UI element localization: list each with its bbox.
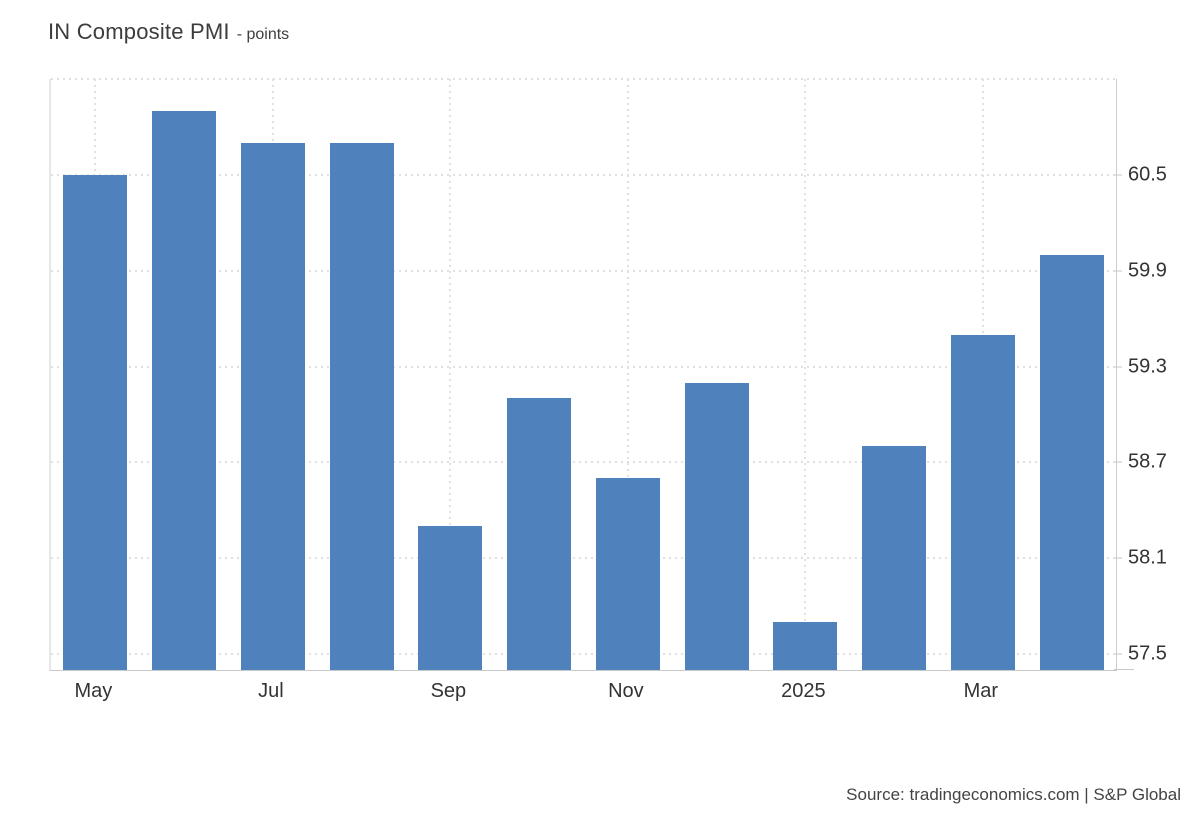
x-axis: May Jul Sep Nov 2025 Mar: [49, 676, 1114, 708]
h-gridline-59.3: [51, 365, 1116, 368]
bar-may: [63, 174, 128, 670]
bar-feb: [862, 446, 927, 670]
y-tick-label: 58.1: [1128, 546, 1167, 569]
h-gridline-59.9: [51, 269, 1116, 272]
y-tick-mark: [1114, 174, 1122, 176]
y-tick-57.5: 57.5: [1114, 643, 1167, 666]
y-tick-label: 57.5: [1128, 642, 1167, 665]
x-tick-label-nov: Nov: [608, 680, 644, 702]
y-tick-58.1: 58.1: [1114, 547, 1167, 570]
y-tick-mark: [1114, 461, 1122, 463]
y-tick-58.7: 58.7: [1114, 451, 1167, 474]
v-gridline-2025: [804, 79, 807, 670]
bar-jun: [152, 110, 217, 670]
x-tick-label-sep: Sep: [430, 680, 467, 702]
y-tick-label: 60.5: [1128, 163, 1167, 186]
x-tick-label-mar: Mar: [963, 680, 999, 702]
h-gridline-58.7: [51, 461, 1116, 464]
bar-jul: [240, 142, 305, 670]
h-gridline-57.5: [51, 653, 1116, 656]
bar-nov: [595, 478, 660, 670]
y-tick-label: 59.9: [1128, 259, 1167, 282]
chart-title-row: IN Composite PMI - points: [48, 19, 289, 45]
bar-dec: [684, 382, 749, 670]
page-subtitle: - points: [236, 26, 290, 43]
plot-area: [49, 78, 1117, 671]
bar-mar: [950, 334, 1015, 670]
x-tick-label-jul: Jul: [258, 680, 284, 702]
bar-aug: [329, 142, 394, 670]
y-tick-label: 58.7: [1128, 450, 1167, 473]
y-axis: 60.5 59.9 59.3 58.7 58.1 57.5: [1114, 79, 1200, 670]
y-tick-mark: [1114, 653, 1122, 655]
bar-sep: [418, 526, 483, 670]
h-gridline-61.1: [51, 78, 1116, 80]
y-tick-60.5: 60.5: [1114, 163, 1167, 186]
x-tick-label-2025: 2025: [781, 680, 826, 702]
x-axis-line-extension: [1114, 669, 1134, 670]
y-tick-mark: [1114, 557, 1122, 559]
x-tick-label-may: May: [74, 680, 113, 702]
bar-oct: [507, 398, 572, 670]
source-attribution: Source: tradingeconomics.com | S&P Globa…: [846, 785, 1181, 804]
y-tick-mark: [1114, 366, 1122, 367]
v-gridline-sep: [449, 79, 452, 670]
bar-apr: [1039, 254, 1104, 670]
bar-jan: [773, 622, 838, 670]
y-tick-59.3: 59.3: [1114, 355, 1167, 378]
h-gridline-58.1: [51, 557, 1116, 560]
v-gridline-nov: [626, 79, 629, 670]
y-tick-59.9: 59.9: [1114, 259, 1167, 282]
h-gridline-60.5: [51, 173, 1116, 176]
page-title: IN Composite PMI: [48, 19, 230, 44]
y-tick-label: 59.3: [1128, 355, 1167, 377]
y-tick-mark: [1114, 270, 1122, 272]
